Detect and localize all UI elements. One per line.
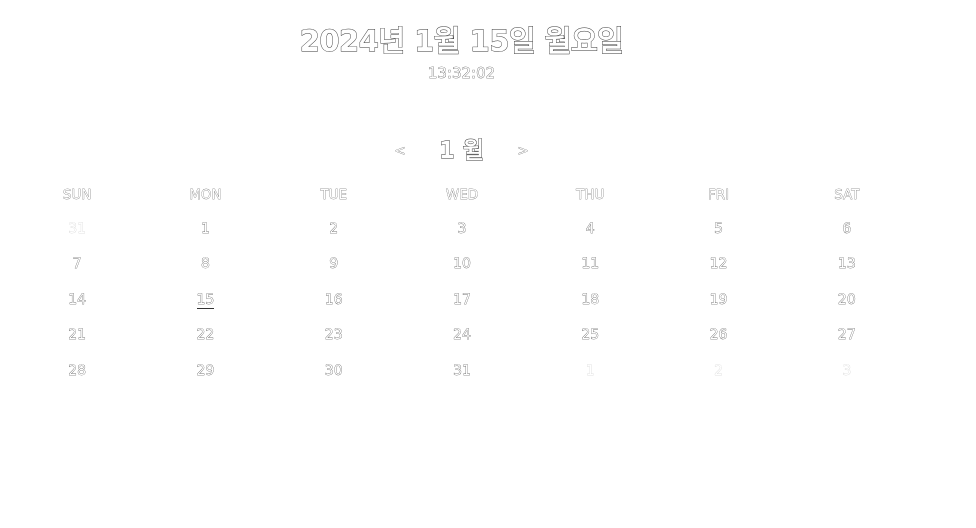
- day-cell[interactable]: 1: [526, 361, 654, 381]
- day-number[interactable]: 6: [842, 220, 852, 237]
- day-number[interactable]: 23: [324, 327, 343, 344]
- week-row: 31 1 2 3 4 5 6: [13, 211, 911, 247]
- prev-month-button[interactable]: <: [394, 143, 406, 159]
- day-cell[interactable]: 24: [398, 325, 526, 345]
- day-cell[interactable]: 3: [398, 219, 526, 239]
- day-number[interactable]: 31: [453, 362, 471, 379]
- day-cell[interactable]: 30: [270, 361, 398, 381]
- weekday-wed: WED: [445, 187, 479, 204]
- week-row: 7 8 9 10 11 12 13: [13, 247, 911, 283]
- day-cell[interactable]: 6: [783, 219, 911, 239]
- day-cell[interactable]: 16: [270, 290, 398, 310]
- weekday-mon: MON: [189, 187, 222, 204]
- month-label: 1 월: [438, 138, 485, 165]
- next-month-button[interactable]: >: [517, 143, 529, 159]
- week-row: 14 15 16 17 18 19 20: [13, 282, 911, 318]
- weekday-tue: TUE: [320, 187, 348, 204]
- calendar-grid: SUN MON TUE WED THU FRI SAT 31 1 2 3 4 5…: [13, 182, 911, 389]
- day-cell[interactable]: 4: [526, 219, 654, 239]
- day-cell[interactable]: 26: [654, 325, 782, 345]
- day-number[interactable]: 25: [581, 327, 600, 344]
- day-cell[interactable]: 31: [398, 361, 526, 381]
- day-number[interactable]: 16: [324, 291, 343, 308]
- weekday-fri: FRI: [707, 187, 730, 204]
- day-cell[interactable]: 25: [526, 325, 654, 345]
- day-cell[interactable]: 21: [13, 325, 141, 345]
- day-number[interactable]: 5: [714, 220, 723, 237]
- day-number[interactable]: 31: [68, 220, 87, 238]
- day-cell[interactable]: 7: [13, 254, 141, 274]
- day-number[interactable]: 21: [68, 327, 87, 344]
- day-cell[interactable]: 8: [141, 254, 269, 274]
- day-cell[interactable]: 18: [526, 290, 654, 310]
- day-number[interactable]: 9: [329, 256, 339, 273]
- day-cell[interactable]: 28: [13, 361, 141, 381]
- day-number[interactable]: 15: [196, 291, 215, 309]
- day-number[interactable]: 4: [585, 220, 595, 237]
- day-cell[interactable]: 13: [783, 254, 911, 274]
- day-number[interactable]: 26: [709, 327, 728, 344]
- day-cell[interactable]: 14: [13, 290, 141, 310]
- week-row: 21 22 23 24 25 26 27: [13, 318, 911, 354]
- day-cell[interactable]: 12: [654, 254, 782, 274]
- day-number[interactable]: 28: [68, 362, 87, 379]
- day-cell[interactable]: 19: [654, 290, 782, 310]
- day-cell[interactable]: 9: [270, 254, 398, 274]
- day-cell[interactable]: 10: [398, 254, 526, 274]
- weekday-header-row: SUN MON TUE WED THU FRI SAT: [13, 182, 911, 208]
- weekday-thu: THU: [576, 187, 605, 204]
- day-number[interactable]: 12: [709, 256, 728, 273]
- day-number[interactable]: 1: [200, 220, 210, 237]
- week-row: 28 29 30 31 1 2 3: [13, 353, 911, 389]
- day-cell[interactable]: 27: [783, 325, 911, 345]
- current-time-clock: 13:32:02: [427, 64, 496, 83]
- day-cell[interactable]: 31: [13, 219, 141, 239]
- weekday-sat: SAT: [834, 187, 860, 204]
- weekday-sun: SUN: [62, 187, 92, 204]
- day-number[interactable]: 1: [585, 362, 595, 380]
- day-number[interactable]: 27: [837, 327, 856, 344]
- day-cell[interactable]: 23: [270, 325, 398, 345]
- day-cell[interactable]: 17: [398, 290, 526, 310]
- day-number[interactable]: 11: [581, 256, 600, 273]
- day-cell[interactable]: 11: [526, 254, 654, 274]
- day-number[interactable]: 19: [709, 291, 728, 308]
- day-number[interactable]: 24: [453, 327, 471, 344]
- day-cell-today[interactable]: 15: [141, 290, 269, 310]
- current-date-title: 2024년 1월 15일 월요일: [299, 24, 624, 59]
- day-cell[interactable]: 22: [141, 325, 269, 345]
- day-cell[interactable]: 2: [654, 361, 782, 381]
- day-cell[interactable]: 3: [783, 361, 911, 381]
- day-number[interactable]: 22: [196, 327, 215, 344]
- day-number[interactable]: 3: [842, 362, 852, 380]
- month-navigation: < 1 월 >: [0, 136, 923, 166]
- day-number[interactable]: 2: [329, 220, 339, 237]
- day-cell[interactable]: 29: [141, 361, 269, 381]
- day-cell[interactable]: 5: [654, 219, 782, 239]
- day-number[interactable]: 30: [324, 362, 343, 379]
- day-number[interactable]: 13: [837, 256, 856, 273]
- day-cell[interactable]: 2: [270, 219, 398, 239]
- day-number[interactable]: 8: [200, 256, 210, 273]
- day-cell[interactable]: 1: [141, 219, 269, 239]
- day-number[interactable]: 20: [837, 291, 856, 308]
- day-number[interactable]: 10: [453, 256, 471, 273]
- day-number[interactable]: 2: [714, 362, 723, 380]
- day-number[interactable]: 18: [581, 291, 600, 308]
- day-number[interactable]: 17: [453, 291, 471, 308]
- day-cell[interactable]: 20: [783, 290, 911, 310]
- day-number[interactable]: 7: [72, 256, 82, 273]
- day-number[interactable]: 3: [457, 220, 467, 237]
- day-number[interactable]: 14: [68, 291, 87, 308]
- day-number[interactable]: 29: [196, 362, 215, 379]
